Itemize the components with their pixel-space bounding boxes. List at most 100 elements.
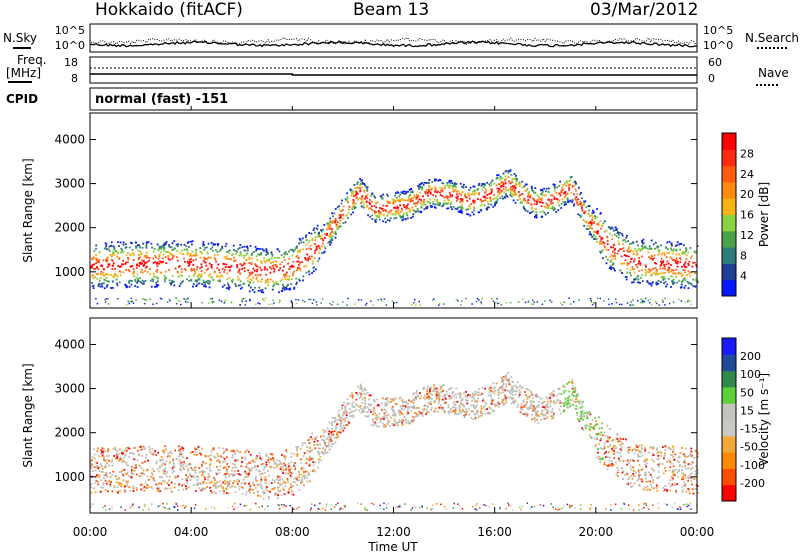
velocity-point [598, 427, 601, 430]
power-point [224, 266, 227, 268]
velocity-point [93, 453, 96, 456]
power-point [183, 248, 186, 251]
power-point [190, 240, 192, 243]
power-point [232, 278, 234, 281]
velocity-point [174, 477, 177, 479]
velocity-point [255, 480, 258, 482]
power-point [595, 238, 598, 240]
velocity-point [233, 463, 236, 466]
velocity-point [453, 395, 455, 398]
power-point [217, 243, 220, 245]
velocity-point [690, 468, 692, 470]
power-point [207, 267, 209, 270]
power-point [239, 287, 242, 290]
velocity-point [341, 414, 344, 417]
power-point [401, 192, 404, 194]
power-point [213, 271, 216, 274]
power-near-range-point [591, 303, 594, 306]
power-point [458, 192, 461, 195]
velocity-point [284, 482, 287, 484]
power-point [197, 282, 200, 285]
power-point [505, 189, 507, 192]
power-near-range-point [179, 300, 181, 303]
power-point [182, 253, 185, 256]
power-point [254, 264, 257, 266]
velocity-point [240, 465, 243, 468]
velocity-point [294, 468, 297, 470]
power-point [99, 285, 102, 288]
velocity-point [90, 483, 93, 486]
power-point [574, 197, 577, 200]
velocity-point [571, 393, 574, 396]
power-point [207, 280, 210, 282]
velocity-point [344, 405, 347, 407]
power-point [251, 257, 253, 260]
power-near-range-point [271, 303, 273, 305]
power-point [476, 188, 479, 191]
velocity-point [600, 437, 603, 440]
power-point [550, 202, 553, 205]
power-point [619, 231, 621, 234]
power-point [493, 197, 495, 200]
velocity-point [289, 474, 292, 477]
velocity-point [162, 458, 164, 461]
power-point [281, 287, 284, 290]
velocity-point [181, 484, 183, 487]
power-point [348, 205, 351, 208]
velocity-point [247, 467, 250, 470]
velocity-point [281, 478, 284, 481]
power-point [517, 191, 520, 193]
velocity-point [386, 414, 388, 417]
power-point [431, 187, 434, 190]
velocity-point [180, 469, 182, 472]
velocity-point [502, 402, 504, 405]
velocity-point [242, 482, 245, 485]
velocity-point [264, 478, 267, 481]
velocity-point [260, 484, 263, 487]
power-point [379, 211, 382, 214]
velocity-point [305, 462, 308, 465]
power-near-range-point [230, 302, 233, 304]
power-point [137, 280, 139, 283]
power-point [163, 243, 166, 246]
velocity-point [231, 473, 234, 476]
velocity-point [505, 375, 508, 378]
power-point [592, 211, 595, 214]
velocity-point [290, 456, 293, 458]
velocity-point [613, 450, 616, 452]
velocity-point [327, 438, 330, 441]
power-point [214, 258, 217, 261]
power-point [314, 239, 317, 241]
velocity-point [214, 479, 216, 482]
velocity-point [241, 461, 243, 463]
velocity-point [407, 408, 410, 410]
power-point [96, 257, 99, 260]
velocity-point [401, 399, 404, 402]
power-point [524, 199, 527, 202]
velocity-point [116, 486, 119, 489]
velocity-point [291, 472, 294, 475]
power-point [297, 260, 299, 263]
velocity-point [93, 457, 96, 460]
power-point [203, 259, 206, 261]
velocity-point [393, 412, 396, 415]
power-point [232, 244, 235, 247]
power-point [150, 285, 153, 288]
power-point [539, 211, 542, 213]
power-point [143, 261, 146, 264]
power-point [410, 188, 413, 190]
velocity-point [244, 456, 247, 459]
velocity-point [440, 391, 442, 393]
velocity-point [599, 434, 602, 436]
power-point [466, 199, 469, 202]
power-point [626, 267, 629, 270]
power-point [375, 201, 378, 204]
velocity-point [379, 420, 382, 423]
power-point [670, 264, 672, 266]
power-point [685, 250, 687, 252]
power-point [334, 219, 337, 222]
velocity-point [656, 490, 659, 492]
power-point [689, 275, 692, 278]
power-point [335, 233, 337, 235]
velocity-point [275, 465, 278, 468]
